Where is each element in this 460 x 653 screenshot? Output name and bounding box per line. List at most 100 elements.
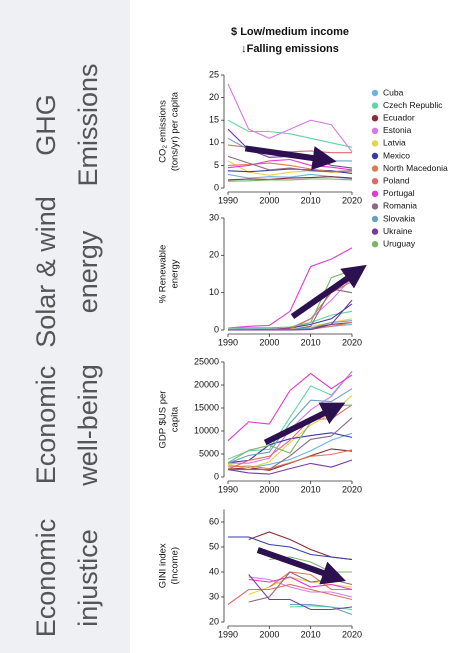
y-tick-label: 20	[209, 250, 219, 260]
series-line	[268, 571, 352, 591]
sidebar-label: Economic	[31, 366, 61, 485]
series-line	[227, 269, 353, 329]
series-line	[227, 371, 353, 460]
x-tick-label: 2020	[342, 484, 362, 494]
y-axis-label: energy	[170, 259, 181, 288]
x-tick-label: 2000	[259, 337, 279, 347]
y-tick-label: 60	[209, 516, 219, 526]
x-tick-label: 2000	[259, 195, 279, 205]
y-tick-label: 25000	[194, 356, 219, 366]
series-line	[227, 119, 353, 148]
series-line	[227, 388, 353, 464]
x-tick-label: 2010	[301, 629, 321, 639]
sidebar-label: GHG	[31, 94, 61, 156]
y-axis-label: GDP $US per	[158, 391, 169, 449]
y-tick-label: 50	[209, 541, 219, 551]
legend-label: Portugal	[383, 188, 415, 198]
legend-swatch	[371, 89, 379, 97]
x-tick-label: 2020	[342, 629, 362, 639]
x-tick-label: 1990	[218, 629, 238, 639]
legend-label: Mexico	[383, 150, 410, 160]
y-tick-label: 15000	[194, 402, 219, 412]
x-tick-label: 2010	[301, 337, 321, 347]
legend-label: Uruguay	[383, 238, 416, 248]
legend-label: Latvia	[383, 138, 406, 148]
legend-swatch	[371, 241, 379, 248]
legend-swatch	[371, 140, 379, 147]
legend-swatch	[371, 228, 379, 235]
y-axis-label: % Renewable	[158, 245, 169, 304]
legend-label: North Macedonia	[383, 163, 448, 173]
series-line	[228, 536, 353, 561]
sidebar-label: well-being	[73, 364, 103, 487]
y-tick-label: 0	[214, 471, 219, 481]
series-line	[228, 299, 353, 331]
series-line	[248, 576, 353, 591]
legend-label: Cuba	[383, 87, 404, 97]
series-line	[227, 432, 353, 464]
legend-swatch	[371, 152, 379, 160]
y-tick-label: 10	[209, 137, 219, 147]
y-tick-label: 0	[214, 324, 219, 334]
legend-label: Estonia	[383, 125, 412, 135]
legend-swatch	[371, 190, 379, 197]
y-tick-label: 20	[209, 92, 219, 102]
y-axis-label: CO₂ emissions	[158, 100, 169, 163]
trend-arrow	[263, 402, 346, 446]
sidebar-label: Solar & wind	[31, 196, 61, 348]
legend-swatch	[371, 127, 379, 134]
series-line	[227, 178, 353, 182]
series-line	[227, 83, 353, 153]
legend-swatch	[371, 102, 379, 109]
x-tick-label: 2010	[301, 484, 321, 494]
y-tick-label: 5000	[199, 448, 219, 458]
sidebar-panel	[0, 0, 130, 653]
trend-arrow	[290, 264, 367, 320]
y-tick-label: 10	[209, 287, 219, 297]
y-tick-label: 20	[209, 616, 219, 626]
y-tick-label: 10000	[194, 425, 219, 435]
trend-arrow	[244, 145, 337, 170]
series-line	[227, 176, 353, 181]
legend-label: Ukraine	[383, 226, 413, 236]
series-line	[227, 417, 353, 471]
x-tick-label: 2010	[301, 195, 321, 205]
x-tick-label: 1990	[218, 195, 238, 205]
y-axis-label: (Income)	[170, 547, 181, 584]
series-line	[227, 449, 353, 470]
x-tick-label: 2020	[342, 195, 362, 205]
legend-label: Ecuador	[383, 112, 415, 122]
y-axis-label: capita	[170, 406, 181, 432]
legend-swatch	[371, 215, 379, 223]
header-title: $ Low/medium income	[231, 26, 349, 38]
series-line	[227, 459, 353, 475]
x-tick-label: 1990	[218, 484, 238, 494]
header-subtitle: ↓Falling emissions	[241, 43, 339, 55]
series-line	[227, 583, 353, 605]
x-tick-label: 1990	[218, 337, 238, 347]
y-tick-label: 15	[209, 115, 219, 125]
legend-swatch	[371, 203, 379, 210]
y-axis-label: GINI index	[158, 543, 169, 588]
legend-label: Czech Republic	[383, 100, 443, 110]
legend-swatch	[371, 115, 379, 122]
y-tick-label: 0	[214, 182, 219, 192]
sidebar-label: Emissions	[73, 63, 103, 186]
legend-swatch	[371, 165, 379, 172]
y-tick-label: 40	[209, 566, 219, 576]
legend-swatch	[371, 178, 379, 185]
series-line	[227, 372, 353, 442]
legend-label: Romania	[383, 201, 417, 211]
series-line	[248, 574, 353, 611]
series-line	[227, 247, 353, 329]
series-line	[248, 576, 353, 598]
x-tick-label: 2000	[259, 484, 279, 494]
y-tick-label: 25	[209, 69, 219, 79]
y-tick-label: 5	[214, 160, 219, 170]
sidebar-label: injustice	[73, 529, 103, 627]
trend-arrow	[256, 547, 346, 585]
sidebar-label: energy	[73, 230, 103, 313]
y-tick-label: 30	[209, 212, 219, 222]
series-line	[227, 168, 353, 175]
